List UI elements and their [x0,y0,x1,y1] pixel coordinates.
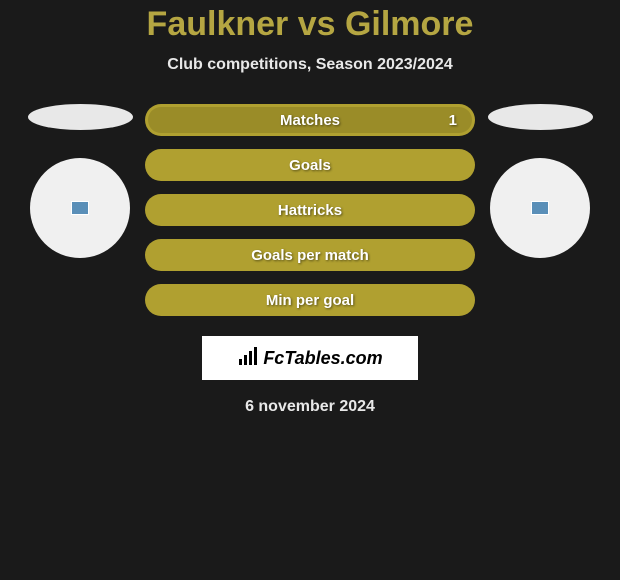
right-ellipse-icon [488,104,593,130]
content-row: Matches 1 Goals Hattricks Goals per matc… [0,104,620,316]
stat-label: Goals per match [251,247,369,264]
right-panel [480,104,600,258]
main-container: Faulkner vs Gilmore Club competitions, S… [0,0,620,416]
stat-label: Min per goal [266,292,354,309]
page-title: Faulkner vs Gilmore [0,5,620,44]
stat-bar-goals-per-match: Goals per match [145,239,475,271]
stat-bar-matches: Matches 1 [145,104,475,136]
stat-bar-goals: Goals [145,149,475,181]
date-text: 6 november 2024 [0,398,620,416]
logo-box[interactable]: FcTables.com [202,336,418,380]
stats-panel: Matches 1 Goals Hattricks Goals per matc… [140,104,480,316]
right-player-badge-icon [531,201,549,215]
stat-label: Goals [289,157,331,174]
logo-text: FcTables.com [263,348,382,369]
left-player-circle [30,158,130,258]
stat-label: Hattricks [278,202,342,219]
chart-icon [237,347,259,370]
page-subtitle: Club competitions, Season 2023/2024 [0,56,620,74]
stat-bar-min-per-goal: Min per goal [145,284,475,316]
stat-value: 1 [449,112,457,129]
stat-bar-hattricks: Hattricks [145,194,475,226]
left-panel [20,104,140,258]
left-player-badge-icon [71,201,89,215]
left-ellipse-icon [28,104,133,130]
stat-label: Matches [280,112,340,129]
right-player-circle [490,158,590,258]
